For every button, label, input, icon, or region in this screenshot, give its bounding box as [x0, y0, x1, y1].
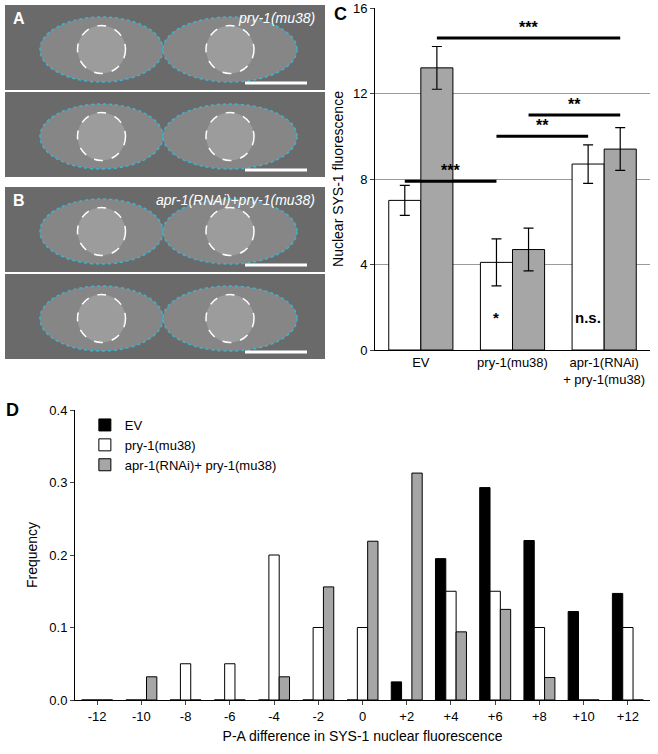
svg-text:B: B: [13, 192, 25, 209]
svg-text:+4: +4: [444, 709, 459, 724]
svg-text:+2: +2: [399, 709, 414, 724]
svg-text:0.1: 0.1: [49, 620, 67, 635]
svg-text:-4: -4: [268, 709, 280, 724]
svg-text:D: D: [6, 400, 19, 420]
svg-text:C: C: [334, 4, 347, 24]
svg-text:***: ***: [441, 162, 460, 179]
svg-text:4: 4: [360, 257, 367, 272]
svg-text:-12: -12: [88, 709, 107, 724]
svg-text:A: A: [13, 10, 25, 27]
svg-text:-2: -2: [312, 709, 324, 724]
svg-text:pry-1(mu38): pry-1(mu38): [125, 438, 196, 453]
svg-text:+6: +6: [488, 709, 503, 724]
svg-text:0.2: 0.2: [49, 548, 67, 563]
svg-text:pry-1(mu38): pry-1(mu38): [238, 10, 315, 26]
svg-text:0: 0: [360, 343, 367, 358]
svg-text:*: *: [493, 309, 499, 326]
svg-text:EV: EV: [125, 418, 143, 433]
svg-text:Frequency: Frequency: [24, 522, 40, 588]
svg-text:apr-1(RNAi)+pry-1(mu38): apr-1(RNAi)+pry-1(mu38): [156, 192, 315, 208]
svg-text:Nuclear SYS-1 fluorescence: Nuclear SYS-1 fluorescence: [330, 91, 346, 267]
svg-text:EV: EV: [412, 355, 430, 370]
svg-text:n.s.: n.s.: [575, 309, 601, 326]
svg-text:**: **: [568, 96, 581, 113]
svg-text:**: **: [536, 117, 549, 134]
svg-text:+8: +8: [532, 709, 547, 724]
svg-text:-10: -10: [132, 709, 151, 724]
svg-text:-6: -6: [224, 709, 236, 724]
svg-text:16: 16: [353, 1, 367, 16]
svg-text:0: 0: [359, 709, 366, 724]
svg-text:+10: +10: [573, 709, 595, 724]
svg-text:apr-1(RNAi)+ pry-1(mu38): apr-1(RNAi)+ pry-1(mu38): [563, 355, 645, 387]
svg-text:+12: +12: [617, 709, 639, 724]
svg-text:pry-1(mu38): pry-1(mu38): [477, 355, 548, 370]
svg-text:0.3: 0.3: [49, 475, 67, 490]
svg-text:0.4: 0.4: [49, 403, 67, 418]
svg-text:-8: -8: [180, 709, 192, 724]
svg-text:0.0: 0.0: [49, 693, 67, 708]
svg-text:8: 8: [360, 172, 367, 187]
svg-text:P-A difference in SYS-1 nuclea: P-A difference in SYS-1 nuclear fluoresc…: [223, 728, 503, 744]
svg-text:apr-1(RNAi)+ pry-1(mu38): apr-1(RNAi)+ pry-1(mu38): [125, 458, 276, 473]
svg-text:12: 12: [353, 86, 367, 101]
svg-text:***: ***: [519, 19, 538, 36]
